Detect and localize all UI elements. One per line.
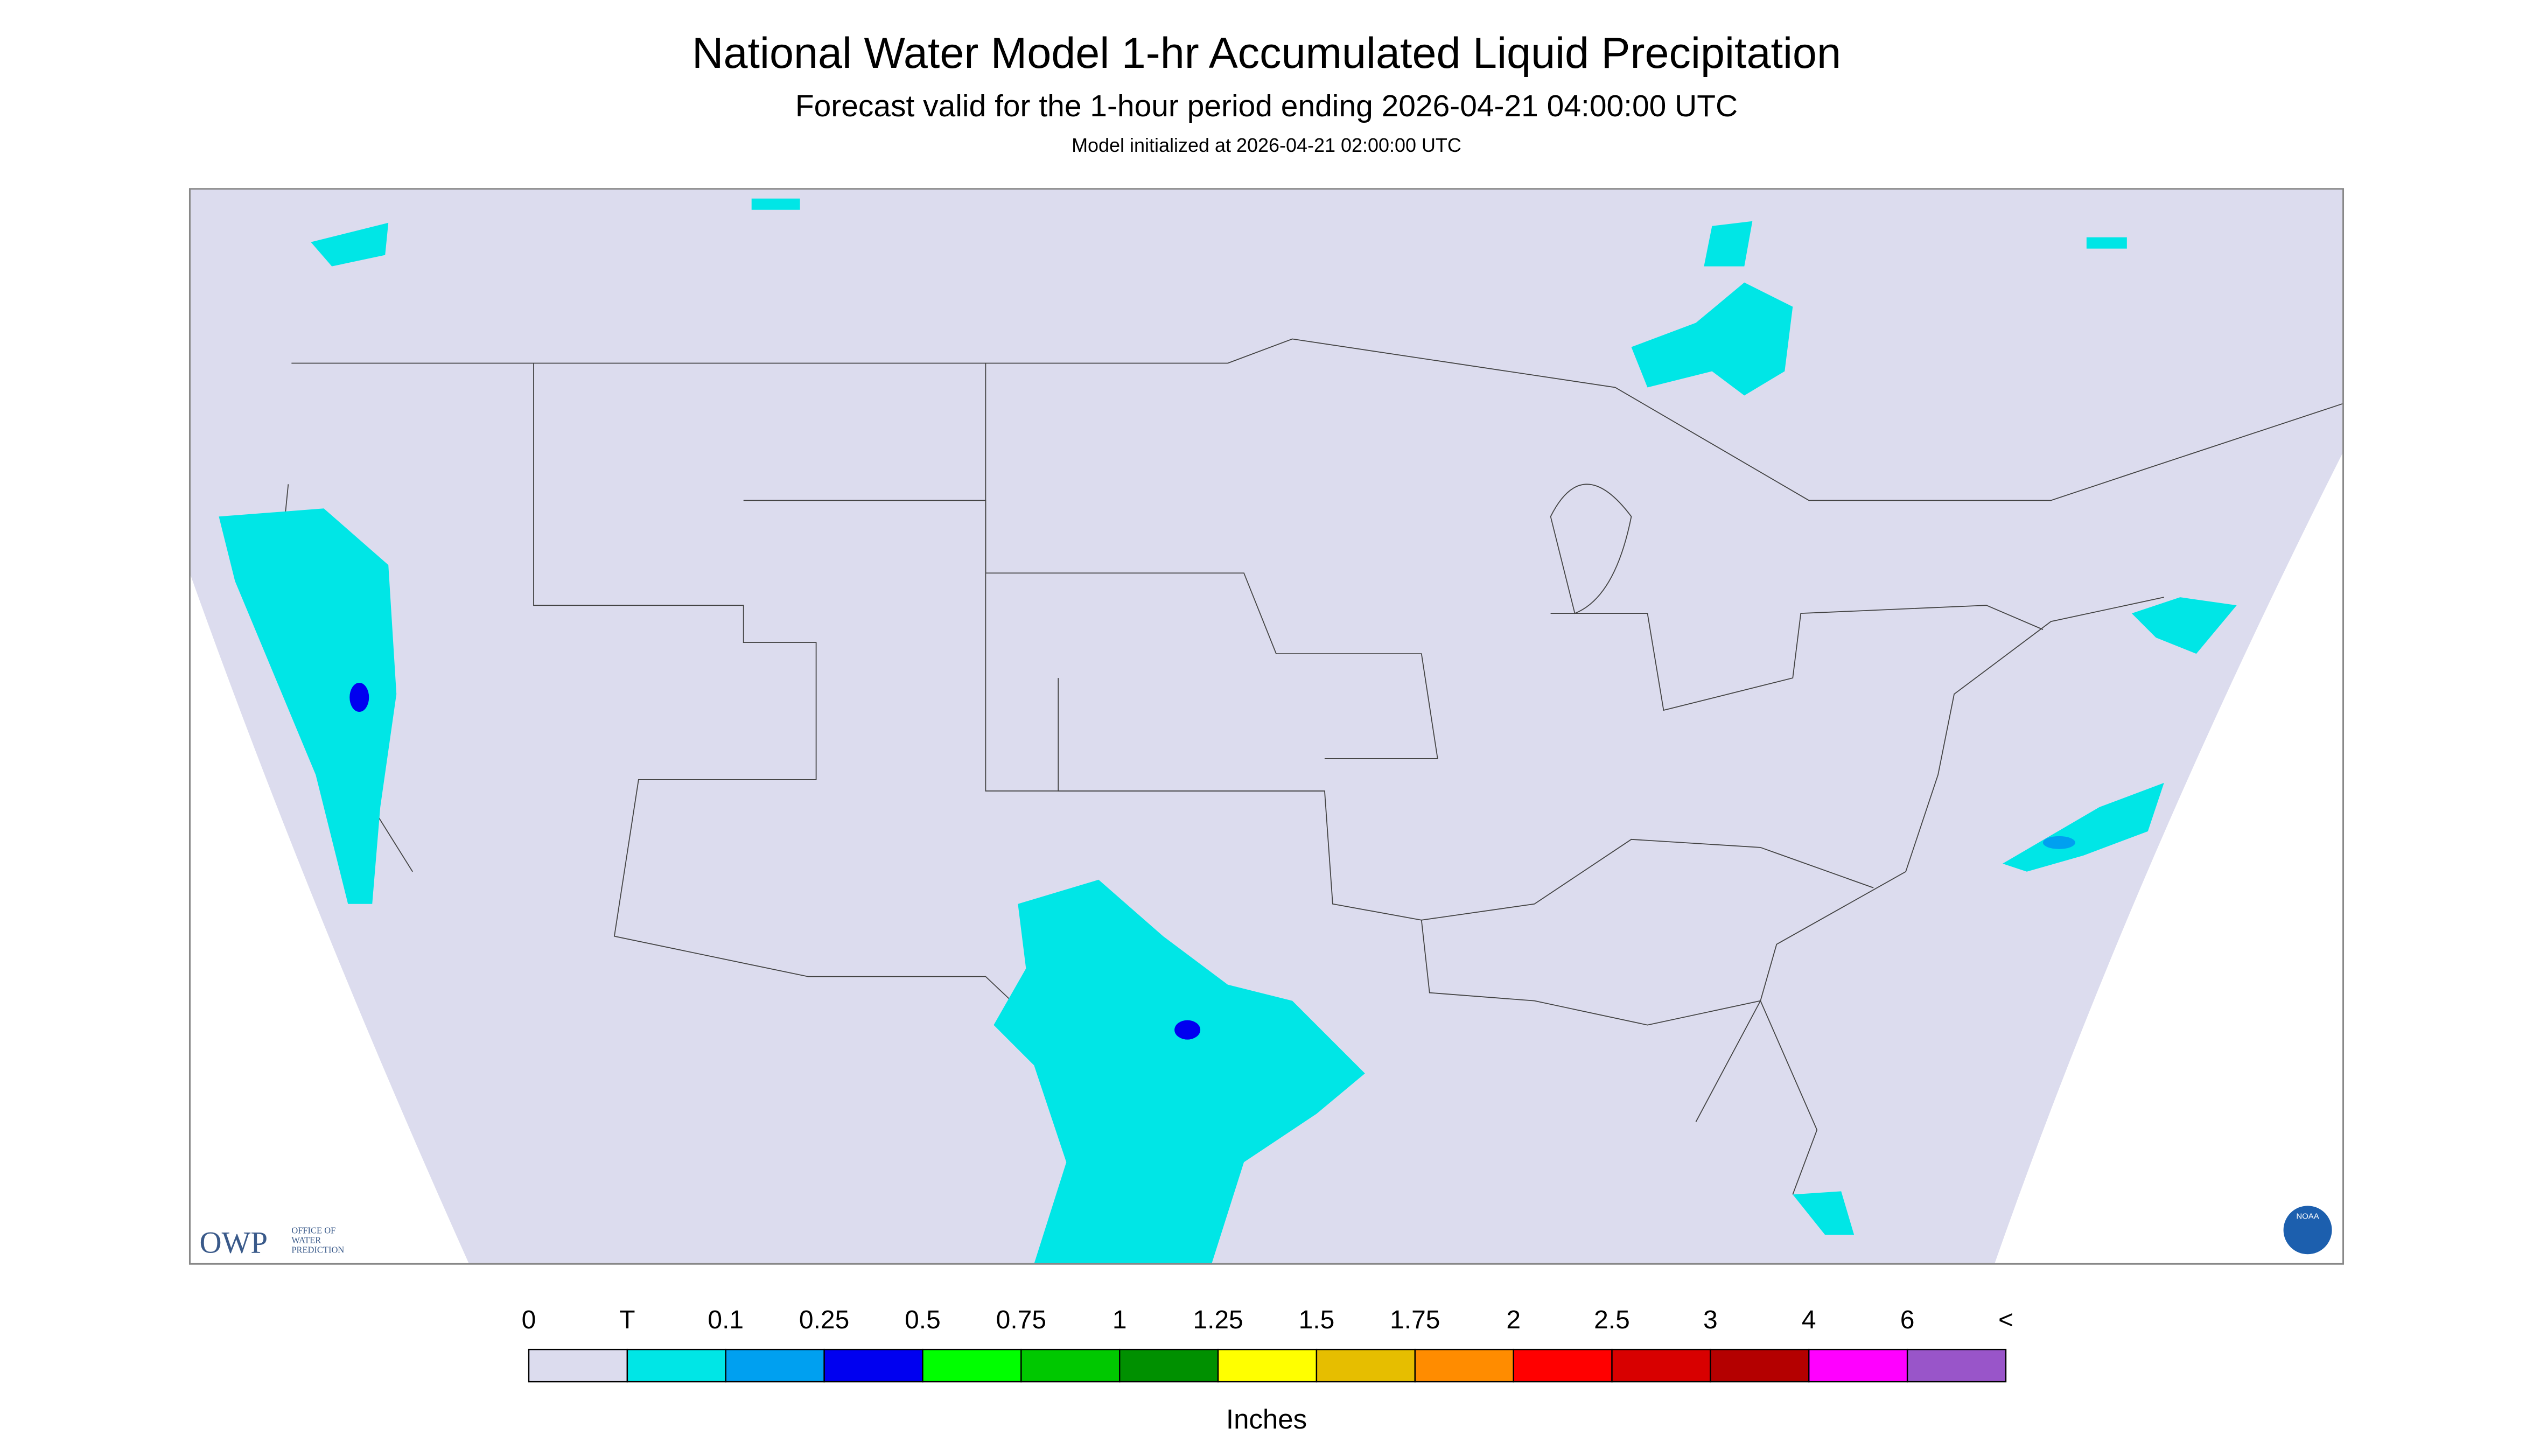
legend-swatch <box>823 1348 923 1383</box>
legend-label: 1.25 <box>1193 1306 1243 1334</box>
owp-line: PREDICTION <box>291 1244 344 1255</box>
lake <box>1550 484 1632 614</box>
legend-label: 3 <box>1703 1306 1718 1334</box>
border <box>985 363 2164 1026</box>
map-domain <box>190 188 2343 1264</box>
map-frame <box>188 188 2345 1265</box>
legend-swatch <box>1808 1348 1908 1383</box>
precip-area <box>1174 1020 1201 1040</box>
legend-swatch <box>1611 1348 1711 1383</box>
init-note: Model initialized at 2026-04-21 02:00:00… <box>1072 134 1461 156</box>
legend-label: 0.25 <box>799 1306 849 1334</box>
legend-swatch <box>1316 1348 1416 1383</box>
legend-swatch <box>1020 1348 1121 1383</box>
precip-area <box>2131 597 2237 654</box>
legend-swatch <box>626 1348 726 1383</box>
legend-label: 4 <box>1802 1306 1816 1334</box>
owp-line: WATER <box>291 1235 321 1245</box>
legend-label: < <box>1998 1306 2013 1334</box>
legend-swatch <box>1217 1348 1318 1383</box>
legend-swatch <box>1710 1348 1810 1383</box>
legend-label: 1 <box>1112 1306 1127 1334</box>
border <box>291 338 2343 501</box>
legend-swatch <box>922 1348 1022 1383</box>
precipitation <box>219 198 2237 1264</box>
legend-label: 2 <box>1506 1306 1521 1334</box>
precip-area <box>2002 782 2164 872</box>
legend-swatch <box>1906 1348 2007 1383</box>
border <box>1058 678 1325 792</box>
legend-label: 6 <box>1900 1306 1915 1334</box>
legend: 0 T 0.1 0.25 0.5 0.75 1 1.25 1.5 1.75 2 2.5 3 4 6 < <box>522 1306 2013 1383</box>
precip-area <box>2086 237 2127 249</box>
border <box>533 363 1228 1163</box>
precip-area <box>219 508 397 904</box>
noaa-logo <box>2283 1206 2332 1255</box>
owp-logo: OWP <box>199 1226 268 1259</box>
legend-label: T <box>619 1306 635 1334</box>
precip-area <box>1704 221 1753 267</box>
precip-area <box>993 879 1365 1264</box>
border <box>1550 605 2044 711</box>
noaa-text: NOAA <box>2296 1212 2319 1221</box>
legend-unit: Inches <box>1226 1404 1307 1434</box>
legend-label: 0.75 <box>996 1306 1046 1334</box>
legend-swatch <box>1119 1348 1219 1383</box>
map: OWP OFFICE OF WATER PREDICTION NOAA <box>188 188 2345 1265</box>
legend-label: 2.5 <box>1594 1306 1630 1334</box>
legend-swatch <box>725 1348 825 1383</box>
legend-label: 0.5 <box>905 1306 941 1334</box>
legend-label: 0 <box>522 1306 536 1334</box>
precip-area <box>311 222 389 267</box>
precip-area <box>751 198 800 210</box>
precip-area <box>349 683 369 712</box>
precip-area <box>2042 836 2075 849</box>
border <box>1421 838 1874 921</box>
owp-line: OFFICE OF <box>291 1225 335 1235</box>
legend-swatch <box>1513 1348 1613 1383</box>
precip-area <box>1631 282 1793 396</box>
border <box>743 500 1438 759</box>
legend-swatch <box>528 1348 628 1383</box>
legend-label: 1.5 <box>1299 1306 1335 1334</box>
title: National Water Model 1-hr Accumulated Li… <box>692 29 1841 78</box>
legend-label: 1.75 <box>1390 1306 1440 1334</box>
legend-swatch <box>1414 1348 1514 1383</box>
legend-label: 0.1 <box>708 1306 744 1334</box>
subtitle: Forecast valid for the 1-hour period end… <box>795 89 1738 123</box>
coast <box>1695 999 1818 1195</box>
precip-area <box>1793 1191 1855 1235</box>
